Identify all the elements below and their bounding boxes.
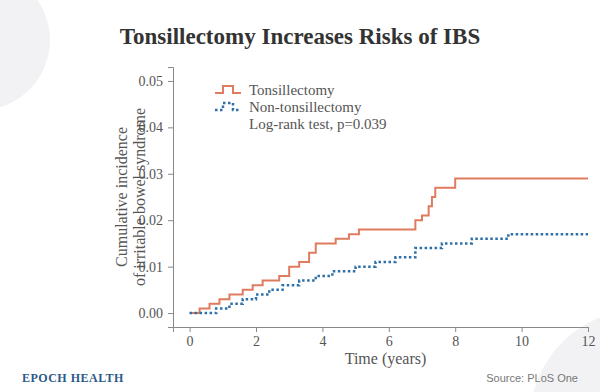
x-tick: 8 xyxy=(452,327,459,349)
x-axis-line xyxy=(174,328,589,333)
y-tick-mark xyxy=(168,220,173,221)
y-axis-title-line: Cumulative incidence xyxy=(113,127,130,267)
y-tick-mark xyxy=(168,267,173,268)
y-tick-mark xyxy=(168,313,173,314)
y-tick-label: 0.05 xyxy=(139,74,164,89)
x-tick: 6 xyxy=(386,327,393,349)
x-tick: 12 xyxy=(582,327,596,349)
x-tick-label: 12 xyxy=(582,334,596,349)
legend-symbol xyxy=(215,103,241,110)
x-tick-label: 4 xyxy=(319,334,326,349)
y-axis-title: Cumulative incidenceof irritable bowel s… xyxy=(113,108,149,286)
x-tick-mark xyxy=(588,327,589,332)
y-axis-title-line: of irritable bowel syndrome xyxy=(131,108,149,286)
y-tick-mark xyxy=(168,81,173,82)
x-tick-mark xyxy=(190,327,191,332)
brand: EPOCH HEALTH xyxy=(22,371,124,385)
legend-label: Non-tonsillectomy xyxy=(249,99,362,115)
x-tick-label: 0 xyxy=(187,334,194,349)
x-tick-mark xyxy=(322,327,323,332)
chart: Tonsillectomy Increases Risks of IBS 0 2 4 6… xyxy=(0,0,600,392)
source: Source: PLoS One xyxy=(486,372,578,384)
x-axis: 0 2 4 6 8 10 12 xyxy=(174,327,596,349)
x-tick-mark xyxy=(389,327,390,332)
x-tick-label: 6 xyxy=(386,334,393,349)
x-tick: 10 xyxy=(515,327,529,349)
x-tick: 0 xyxy=(187,327,194,349)
legend: TonsillectomyNon-tonsillectomy xyxy=(215,82,362,115)
x-tick-label: 10 xyxy=(515,334,529,349)
x-tick-mark xyxy=(522,327,523,332)
legend-symbol xyxy=(215,86,241,93)
y-tick: 0.00 xyxy=(139,306,174,321)
x-tick-label: 8 xyxy=(452,334,459,349)
title: Tonsillectomy Increases Risks of IBS xyxy=(120,24,480,49)
y-tick-label: 0.00 xyxy=(139,306,164,321)
legend-label: Tonsillectomy xyxy=(249,82,335,98)
series-line xyxy=(190,234,588,313)
x-tick: 2 xyxy=(253,327,260,349)
y-tick: 0.05 xyxy=(139,74,174,89)
x-tick-mark xyxy=(455,327,456,332)
x-tick-mark xyxy=(256,327,257,332)
x-tick-label: 2 xyxy=(253,334,260,349)
y-tick-mark xyxy=(168,174,173,175)
y-axis-line xyxy=(168,68,174,328)
background xyxy=(0,0,600,392)
decoration xyxy=(0,0,50,110)
x-tick: 4 xyxy=(319,327,326,349)
annotation: Log-rank test, p=0.039 xyxy=(249,116,387,132)
x-axis-title: Time (years) xyxy=(345,350,427,368)
plot-area xyxy=(190,178,588,313)
series-line xyxy=(190,178,588,313)
y-tick-mark xyxy=(168,127,173,128)
